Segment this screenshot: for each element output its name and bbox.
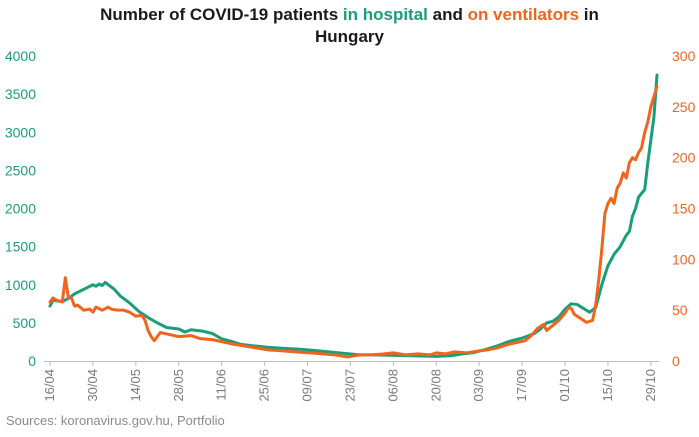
right-axis-ticks: 0 50 100 150 200 250 300 (672, 48, 696, 369)
x-tick-label: 16/04 (42, 369, 57, 402)
left-tick-label: 3500 (5, 86, 36, 102)
ventilators-series-line (48, 85, 659, 359)
x-tick-label: 14/05 (128, 369, 143, 402)
x-tick-label: 29/10 (643, 369, 658, 402)
chart-title: Number of COVID-19 patients in hospital … (0, 4, 699, 48)
left-tick-label: 0 (28, 353, 36, 369)
right-tick-label: 300 (672, 48, 696, 64)
x-tick-label: 25/06 (257, 369, 272, 402)
x-tick-label: 17/09 (514, 369, 529, 402)
right-tick-label: 50 (672, 302, 688, 318)
left-tick-label: 1500 (5, 239, 36, 255)
series-lines (48, 73, 659, 359)
x-tick-label: 30/04 (85, 369, 100, 402)
x-tick-label: 03/09 (471, 369, 486, 402)
x-tick-label: 06/08 (385, 369, 400, 402)
left-tick-label: 2500 (5, 162, 36, 178)
right-tick-label: 100 (672, 251, 696, 267)
x-axis: 16/04 30/04 14/05 28/05 11/06 25/06 09/07 23/07… (42, 361, 659, 402)
x-tick-label: 23/07 (342, 369, 357, 402)
x-tick-label: 09/07 (300, 369, 315, 402)
right-tick-label: 250 (672, 99, 696, 115)
x-tick-label: 15/10 (600, 369, 615, 402)
left-tick-label: 500 (13, 315, 37, 331)
left-tick-label: 4000 (5, 48, 36, 64)
title-hospital-highlight: in hospital (342, 5, 428, 24)
left-tick-label: 3000 (5, 124, 36, 140)
title-part-3: and (427, 5, 468, 24)
right-tick-label: 200 (672, 150, 696, 166)
right-tick-label: 150 (672, 201, 696, 217)
title-line-2: Hungary (315, 27, 384, 46)
right-tick-label: 0 (672, 353, 680, 369)
title-part-1: Number of COVID-19 patients (100, 5, 343, 24)
x-tick-label: 01/10 (557, 369, 572, 402)
title-part-5: in (579, 5, 599, 24)
title-ventilators-highlight: on ventilators (467, 5, 580, 24)
source-note: Sources: koronavirus.gov.hu, Portfolio (6, 413, 225, 428)
left-axis-ticks: 0 500 1000 1500 2000 2500 3000 3500 4000 (5, 48, 36, 369)
left-tick-label: 1000 (5, 277, 36, 293)
x-tick-label: 20/08 (428, 369, 443, 402)
x-tick-label: 11/06 (214, 369, 229, 401)
left-tick-label: 2000 (5, 201, 36, 217)
x-tick-label: 28/05 (171, 369, 186, 402)
